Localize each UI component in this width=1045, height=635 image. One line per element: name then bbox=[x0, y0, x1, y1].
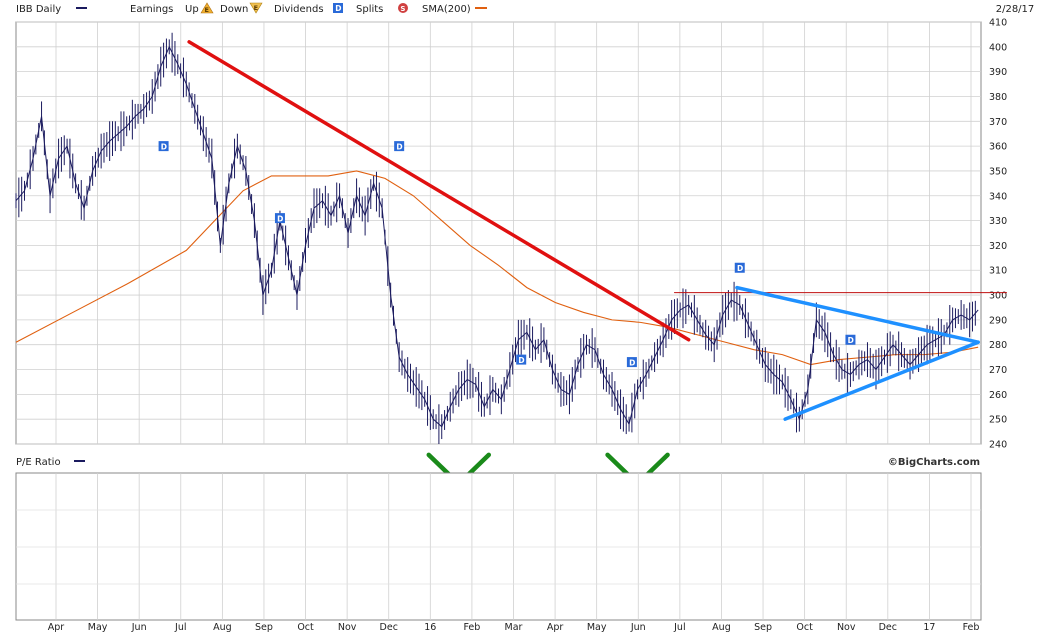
x-tick-label: Nov bbox=[837, 622, 856, 633]
dividend-marker bbox=[626, 357, 637, 368]
y-tick-label: 360 bbox=[989, 142, 1007, 153]
pe-panel bbox=[15, 472, 982, 621]
y-tick-label: 410 bbox=[989, 18, 1007, 29]
downtrend-line bbox=[187, 40, 691, 342]
x-tick-label: 16 bbox=[424, 622, 436, 633]
dividend-marker-label: D bbox=[396, 142, 402, 151]
x-tick-label: Feb bbox=[463, 622, 480, 633]
x-tick-label: Sep bbox=[754, 622, 772, 633]
price-axis: 240 250 260 270 280 290 300 310 320 330 340 350 360 3… bbox=[989, 18, 1007, 451]
dividend-marker bbox=[734, 262, 745, 273]
dividend-markers: D D D D D D D bbox=[158, 141, 856, 368]
y-tick-label: 300 bbox=[989, 291, 1007, 302]
earnings-down-icon: E bbox=[249, 2, 263, 14]
dividend-marker bbox=[394, 141, 405, 152]
price-panel bbox=[15, 21, 982, 445]
y-tick-label: 370 bbox=[989, 117, 1007, 128]
y-tick-label: 390 bbox=[989, 67, 1007, 78]
dividend-marker bbox=[274, 213, 285, 224]
x-tick-label: Aug bbox=[712, 622, 731, 633]
dividend-marker-label: D bbox=[737, 264, 743, 273]
y-tick-label: 270 bbox=[989, 365, 1007, 376]
x-tick-label: Jul bbox=[174, 622, 186, 633]
y-tick-label: 400 bbox=[989, 42, 1007, 53]
legend-up: Up bbox=[185, 4, 199, 15]
legend-splits: Splits bbox=[356, 4, 383, 15]
ticker-label: IBB Daily bbox=[16, 4, 61, 15]
y-tick-label: 250 bbox=[989, 415, 1007, 426]
x-tick-label: Jul bbox=[673, 622, 685, 633]
x-tick-label: Mar bbox=[505, 622, 523, 633]
date-axis: Apr May Jun Jul Aug Sep Oct Nov Dec 16 Feb Mar Apr Ma… bbox=[48, 622, 980, 633]
x-tick-label: Dec bbox=[879, 622, 897, 633]
y-tick-label: 260 bbox=[989, 390, 1007, 401]
x-tick-label: Jun bbox=[131, 622, 147, 633]
x-tick-label: Feb bbox=[963, 622, 980, 633]
x-tick-label: Nov bbox=[338, 622, 357, 633]
watermark: ©BigCharts.com bbox=[888, 457, 980, 468]
dividend-marker bbox=[158, 141, 169, 152]
x-tick-label: Apr bbox=[48, 622, 65, 633]
price-grid bbox=[16, 21, 981, 445]
dividend-marker-label: D bbox=[518, 356, 524, 365]
legend-sma: SMA(200) bbox=[422, 4, 471, 15]
dividend-legend-icon: D bbox=[333, 3, 343, 13]
x-tick-label: May bbox=[88, 622, 108, 633]
chart-date: 2/28/17 bbox=[996, 4, 1035, 15]
x-tick-label: Aug bbox=[213, 622, 232, 633]
x-tick-label: May bbox=[587, 622, 607, 633]
y-tick-label: 310 bbox=[989, 266, 1007, 277]
split-legend-icon: S bbox=[398, 3, 408, 13]
y-tick-label: 340 bbox=[989, 191, 1007, 202]
sma200-line bbox=[15, 170, 979, 366]
earnings-up-icon: E bbox=[200, 2, 214, 14]
y-tick-label: 240 bbox=[989, 440, 1007, 451]
dividend-legend-glyph: D bbox=[335, 4, 341, 13]
x-tick-label: Dec bbox=[380, 622, 398, 633]
earnings-up-glyph: E bbox=[205, 6, 209, 14]
x-tick-label: Sep bbox=[255, 622, 273, 633]
dividend-marker-label: D bbox=[161, 142, 167, 151]
split-legend-glyph: S bbox=[400, 5, 405, 13]
y-tick-label: 280 bbox=[989, 340, 1007, 351]
x-tick-label: Apr bbox=[547, 622, 564, 633]
dividend-marker bbox=[845, 334, 856, 345]
y-tick-label: 290 bbox=[989, 315, 1007, 326]
x-tick-label: Oct bbox=[297, 622, 314, 633]
x-tick-label: Jun bbox=[630, 622, 646, 633]
earnings-down-glyph: E bbox=[254, 4, 258, 12]
triangle-upper-line bbox=[735, 285, 980, 344]
dividend-marker-label: D bbox=[277, 214, 283, 223]
triangle-lower-line bbox=[783, 340, 980, 421]
y-tick-label: 350 bbox=[989, 166, 1007, 177]
dividend-marker-label: D bbox=[848, 336, 854, 345]
dividend-marker bbox=[516, 354, 527, 365]
price-line bbox=[15, 45, 979, 428]
x-tick-label: 17 bbox=[923, 622, 935, 633]
y-tick-label: 380 bbox=[989, 92, 1007, 103]
legend-dividends: Dividends bbox=[274, 4, 324, 15]
legend-down: Down bbox=[220, 4, 248, 15]
y-tick-label: 330 bbox=[989, 216, 1007, 227]
pe-grid bbox=[16, 473, 981, 620]
y-tick-label: 320 bbox=[989, 241, 1007, 252]
pe-ratio-label: P/E Ratio bbox=[16, 457, 61, 468]
dividend-marker-label: D bbox=[629, 358, 635, 367]
x-tick-label: Oct bbox=[796, 622, 813, 633]
legend-earnings: Earnings bbox=[130, 4, 173, 15]
